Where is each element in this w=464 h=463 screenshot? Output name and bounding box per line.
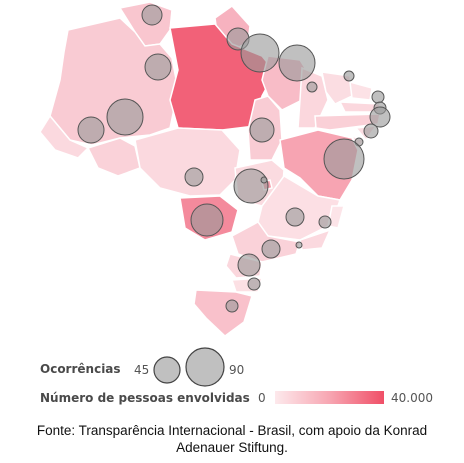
bubble-ceara — [343, 70, 355, 82]
state-rio-grande-do-norte — [349, 80, 373, 101]
legend-circle-small — [153, 356, 181, 384]
bubble-amapa — [240, 33, 280, 73]
bubble-minas-gerais — [285, 207, 305, 227]
legend-size-small-value: 45 — [134, 363, 150, 377]
state-mato-grosso — [134, 127, 241, 197]
bubble-roraima — [141, 4, 163, 26]
state-acre — [39, 114, 90, 159]
state-pernambuco — [314, 113, 381, 131]
bubble-sao-paulo — [237, 253, 261, 277]
source-line-1: Fonte: Transparência Internacional - Bra… — [36, 423, 428, 438]
state-rio-grande-do-sul — [193, 289, 253, 337]
bubble-bahia — [323, 138, 365, 180]
bubble-rio-de-janeiro — [295, 241, 303, 249]
legend-circle-large — [185, 347, 225, 387]
bubble-distrito-federal — [260, 176, 268, 184]
legend-people-min: 0 — [258, 391, 266, 405]
bubble-acre — [77, 116, 105, 144]
bubble-mato-grosso — [184, 167, 204, 187]
bubbles-layer — [77, 4, 391, 313]
bubble-rio-grande-do-sul — [225, 299, 239, 313]
bubble-pernambuco — [369, 106, 391, 128]
legend-occurrences-label: Ocorrências — [40, 362, 121, 376]
bubble-goias — [233, 168, 269, 204]
state-piaui — [297, 66, 329, 129]
source-line-2: Adenauer Stiftung. — [176, 440, 288, 455]
legend-size-large-value: 90 — [229, 363, 245, 377]
bubble-maranhao — [278, 44, 316, 82]
legend-people-max: 40.000 — [391, 391, 433, 405]
legend-size-circles — [153, 347, 225, 387]
bubble-mato-grosso-do-sul — [190, 203, 224, 237]
bubble-tocantins — [249, 117, 275, 143]
bubble-piaui — [306, 81, 318, 93]
bubble-rio-grande-do-norte — [371, 90, 385, 104]
bubble-rondonia — [106, 98, 144, 136]
legend-color-scale — [275, 391, 384, 404]
state-amazonas — [49, 17, 179, 146]
bubble-espirito-santo — [318, 215, 332, 229]
bubble-sao-paulo-east — [261, 239, 281, 259]
legend-people-label: Número de pessoas envolvidas — [40, 391, 250, 405]
bubble-alagoas — [363, 123, 379, 139]
bubble-parana — [247, 277, 261, 291]
bubble-amazonas — [144, 53, 172, 81]
source-caption: Fonte: Transparência Internacional - Bra… — [0, 422, 464, 456]
